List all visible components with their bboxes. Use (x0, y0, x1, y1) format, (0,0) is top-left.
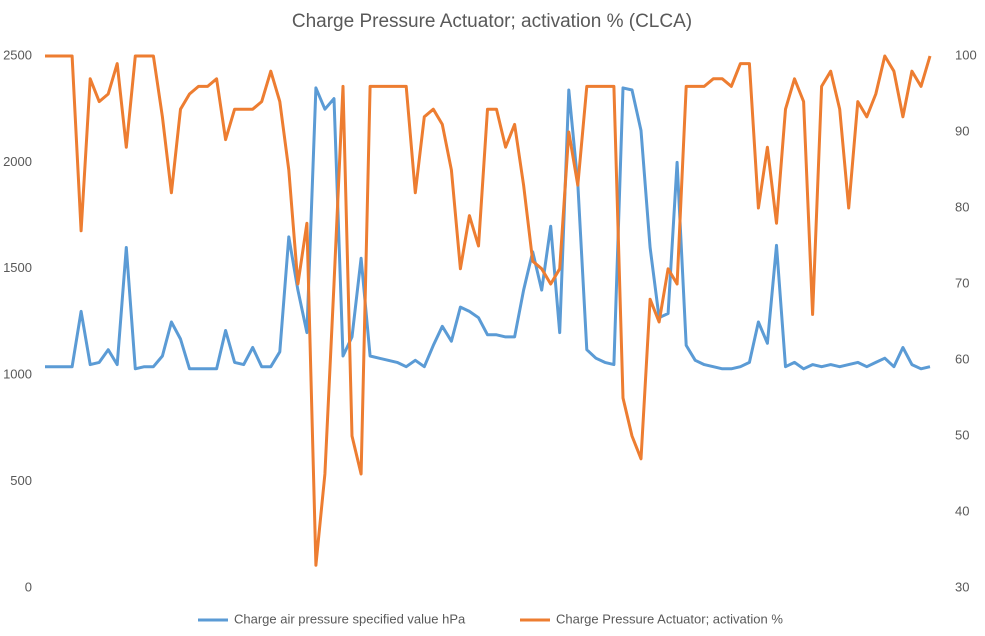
y2-tick-label: 40 (955, 503, 969, 518)
data-line (45, 86, 931, 371)
y-tick-label: 2500 (3, 47, 32, 62)
y-tick-label: 1500 (3, 260, 32, 275)
y2-tick-label: 60 (955, 351, 969, 366)
chart-title: Charge Pressure Actuator; activation % (… (292, 11, 692, 32)
y2-tick-label: 30 (955, 579, 969, 594)
y-tick-label: 0 (25, 579, 32, 594)
y2-tick-label: 70 (955, 275, 969, 290)
y2-tick-label: 100 (955, 47, 977, 62)
y2-tick-label: 90 (955, 123, 969, 138)
legend-label: Charge Pressure Actuator; activation % (556, 611, 783, 626)
y-tick-label: 500 (10, 473, 32, 488)
y2-tick-label: 80 (955, 199, 969, 214)
y2-tick-label: 50 (955, 427, 969, 442)
data-line (45, 54, 932, 567)
y-tick-label: 2000 (3, 154, 32, 169)
legend-label: Charge air pressure specified value hPa (234, 611, 466, 626)
y-tick-label: 1000 (3, 367, 32, 382)
